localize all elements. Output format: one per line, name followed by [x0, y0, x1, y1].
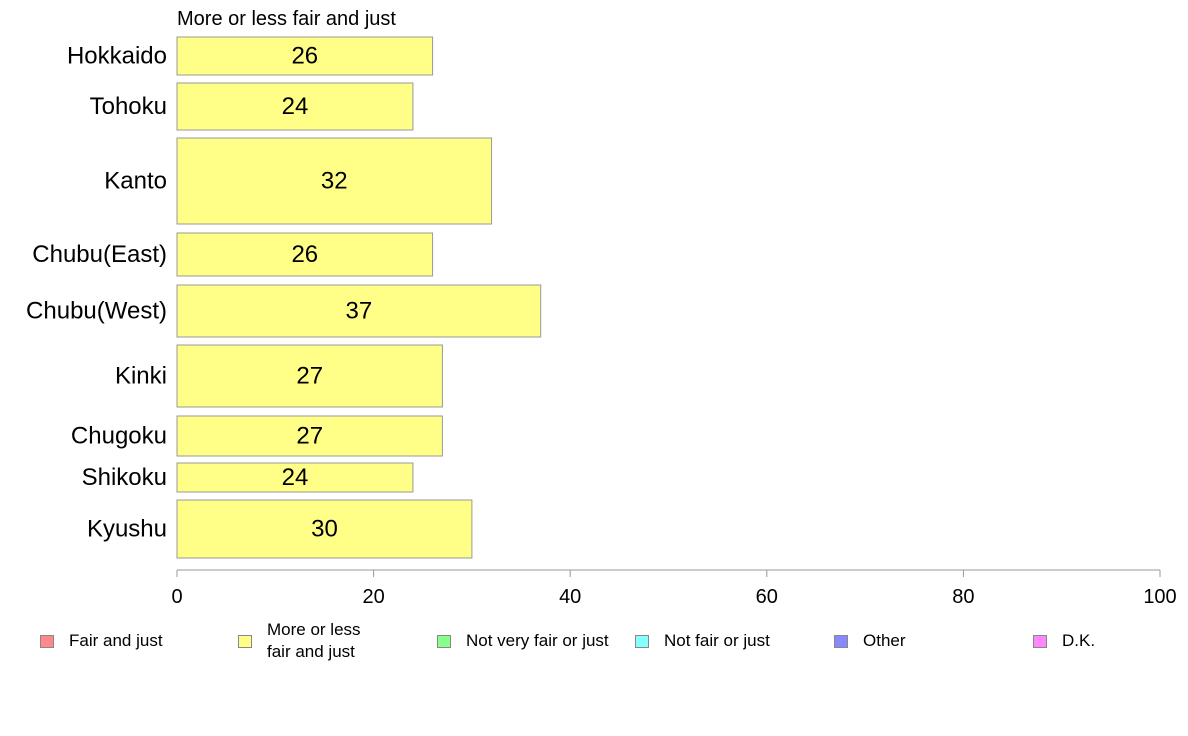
bar-value-label: 27	[296, 423, 323, 450]
category-label: Chubu(East)	[32, 241, 167, 268]
x-tick-label: 100	[1143, 586, 1176, 608]
bar-tohoku	[176, 82, 414, 131]
bar-chugoku	[176, 415, 443, 457]
x-tick-label: 80	[952, 586, 974, 608]
legend-item: Not very fair or just	[437, 619, 609, 663]
legend-swatch	[1033, 634, 1047, 648]
bar-value-label: 37	[346, 298, 373, 325]
x-tick-label: 0	[171, 586, 182, 608]
legend-item: Other	[834, 619, 906, 663]
legend-item: Fair and just	[40, 619, 163, 663]
bar-kyushu	[176, 499, 473, 559]
category-label: Chubu(West)	[26, 298, 167, 325]
legend-swatch	[437, 634, 451, 648]
legend-label: Other	[863, 631, 906, 650]
legend-label: Fair and just	[69, 631, 163, 650]
bar-chubu-west	[176, 284, 542, 338]
bar-value-label: 24	[282, 93, 309, 120]
bar-chubu-east	[176, 232, 434, 277]
bar-kanto	[176, 137, 493, 225]
category-label: Kinki	[115, 363, 167, 390]
legend-label: D.K.	[1062, 631, 1096, 650]
bar-value-label: 27	[296, 363, 323, 390]
category-label: Shikoku	[82, 464, 167, 491]
bar-kinki	[176, 344, 443, 408]
legend-swatch	[40, 634, 54, 648]
category-label: Kanto	[104, 168, 167, 195]
category-label: Chugoku	[71, 423, 167, 450]
chart-title: More or less fair and just	[177, 8, 396, 30]
legend-item: D.K.	[1033, 619, 1095, 663]
bar-value-label: 30	[311, 516, 338, 543]
legend-item: More or less fair and just	[238, 619, 361, 663]
legend-item: Not fair or just	[635, 619, 770, 663]
category-label: Hokkaido	[67, 43, 167, 70]
bar-shikoku	[176, 462, 414, 493]
legend-swatch	[834, 634, 848, 648]
bar-value-label: 26	[291, 241, 318, 268]
legend-label: Not very fair or just	[466, 631, 609, 650]
category-label: Kyushu	[87, 516, 167, 543]
bar-value-label: 32	[321, 168, 348, 195]
category-label: Tohoku	[90, 93, 167, 120]
legend-swatch	[238, 634, 252, 648]
legend-label: More or less fair and just	[267, 620, 361, 661]
bar-value-label: 24	[282, 464, 309, 491]
bar-value-label: 26	[291, 43, 318, 70]
bar-hokkaido	[176, 36, 434, 76]
x-axis: 0 20 40 60 80 100	[171, 569, 1177, 608]
x-tick-label: 40	[559, 586, 581, 608]
legend-label: Not fair or just	[664, 631, 770, 650]
x-tick-label: 20	[362, 586, 384, 608]
legend-swatch	[635, 634, 649, 648]
x-tick-label: 60	[756, 586, 778, 608]
bars-group: 26 Hokkaido 24 Tohoku 32 Kanto 26 Chubu(East) 37…	[26, 36, 542, 559]
